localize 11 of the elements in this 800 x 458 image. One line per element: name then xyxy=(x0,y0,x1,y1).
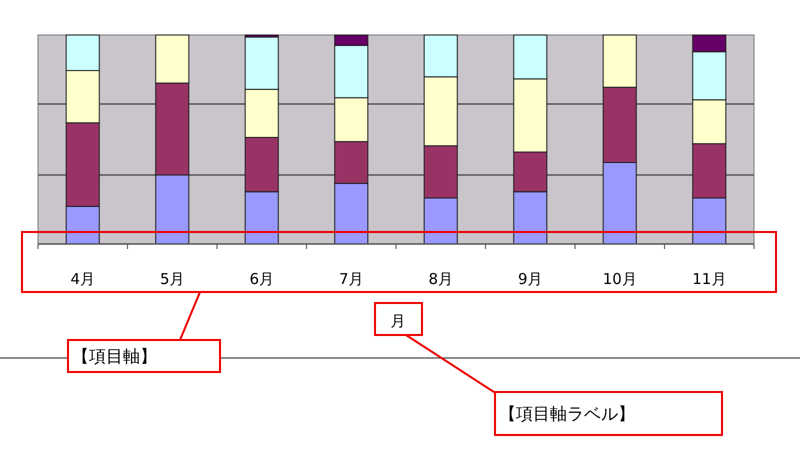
text: 【項目軸ラベル】 xyxy=(499,404,635,424)
x-tick-label: 9月 xyxy=(518,270,543,288)
x-tick-label: 6月 xyxy=(249,270,274,288)
x-axis-title: 月 xyxy=(390,312,406,330)
x-tick-label: 7月 xyxy=(338,270,364,288)
text: 【項目軸】 xyxy=(72,347,157,367)
x-tick-label: 5月 xyxy=(160,270,185,288)
x-tick-label: 4月 xyxy=(70,270,96,288)
x-tick-label: 11月 xyxy=(692,270,726,288)
x-tick-label: 10月 xyxy=(602,270,637,288)
x-tick-label: 8月 xyxy=(428,270,454,288)
